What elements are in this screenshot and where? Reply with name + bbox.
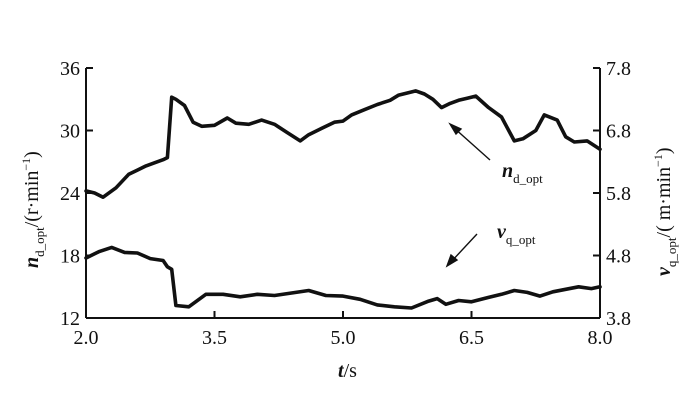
y-right-tick-label: 3.8: [606, 308, 631, 330]
x-tick-label: 8.0: [588, 327, 613, 349]
series-line-n-d-opt: [84, 89, 602, 199]
tick-marks: [85, 67, 601, 319]
y-left-tick-label: 30: [60, 121, 80, 143]
tick-labels: 2.0 3.5 5.0 6.5 8.0 12 18 24 30 36 3.8 4.8 5.8 6.8 7.8: [60, 58, 631, 349]
y-right-tick-label: 5.8: [606, 183, 631, 205]
annotation-v-q-opt: vq_opt: [497, 221, 536, 247]
x-tick-label: 2.0: [74, 327, 99, 349]
series-layer: [84, 89, 602, 310]
y-right-tick-label: 7.8: [606, 58, 631, 80]
x-axis-label: t/s: [338, 360, 357, 382]
series-line-v-q-opt: [84, 245, 602, 310]
x-tick-label: 3.5: [202, 327, 227, 349]
y-left-axis-label: nd_opt/(r·min−1): [19, 151, 47, 268]
y-right-tick-label: 4.8: [606, 246, 631, 268]
x-tick-label: 6.5: [459, 327, 484, 349]
y-left-tick-label: 24: [60, 183, 80, 205]
annotation-n-d-opt: nd_opt: [502, 160, 543, 186]
y-right-tick-label: 6.8: [606, 121, 631, 143]
axes: [85, 68, 601, 319]
arrow-n-d-opt: [452, 126, 491, 161]
x-tick-label: 5.0: [331, 327, 356, 349]
y-left-tick-label: 12: [60, 308, 80, 330]
arrowhead-n-d-opt: [448, 122, 463, 136]
y-left-tick-label: 36: [60, 58, 80, 80]
y-right-axis-label: vq_opt/( m·min−1): [651, 147, 679, 276]
annotation-arrows: [445, 122, 491, 268]
y-left-tick-label: 18: [60, 246, 80, 268]
arrowhead-v-q-opt: [445, 253, 459, 268]
